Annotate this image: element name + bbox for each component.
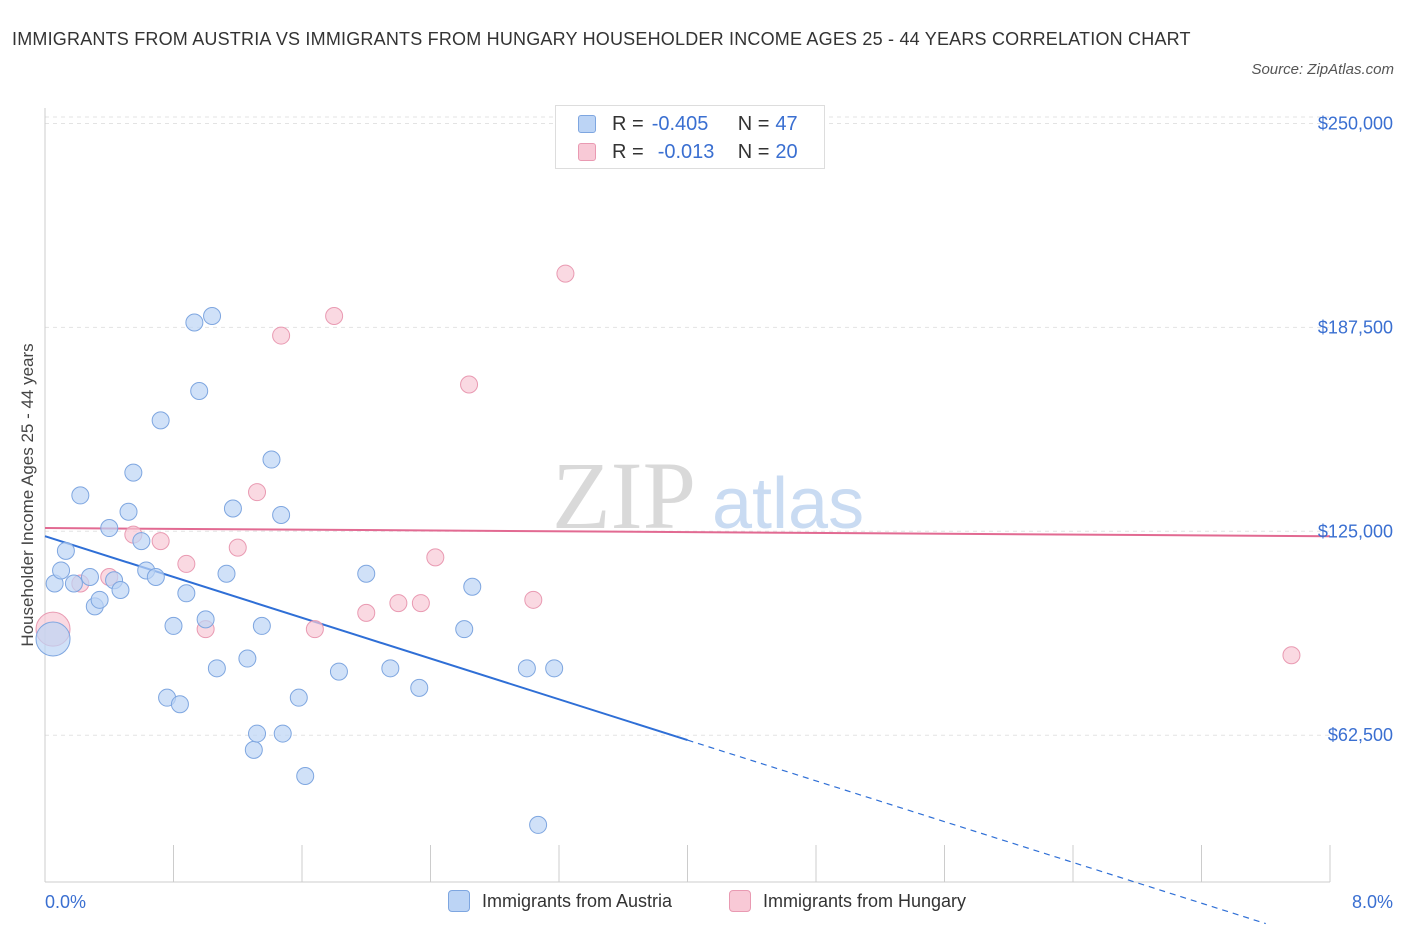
austria-point <box>111 581 130 600</box>
legend-n-value: 47 <box>775 112 798 135</box>
hungary-point <box>228 538 247 557</box>
austria-point <box>80 567 99 586</box>
legend-r-value: -0.013 <box>657 140 715 163</box>
austria-point <box>146 567 165 586</box>
hungary-point <box>426 548 445 567</box>
hungary-point <box>305 620 324 639</box>
austria-point <box>52 561 71 580</box>
austria-legend-swatch <box>448 890 470 912</box>
legend-row-austria: R = -0.405 N = 47 <box>578 110 798 138</box>
austria-point <box>207 659 226 678</box>
austria-point <box>196 610 215 629</box>
austria-point <box>185 313 204 332</box>
austria-point <box>273 724 292 743</box>
austria-point <box>119 502 138 521</box>
austria-swatch <box>578 115 596 133</box>
austria-point <box>244 740 263 759</box>
hungary-swatch <box>578 143 596 161</box>
x-tick-label: 0.0% <box>45 892 86 912</box>
legend-n-label: N = <box>737 140 770 163</box>
austria-point <box>272 505 291 524</box>
legend-austria-label: Immigrants from Austria <box>482 890 673 911</box>
austria-point <box>151 411 170 430</box>
hungary-point <box>151 532 170 551</box>
austria-point <box>132 532 151 551</box>
legend-r-label: R = <box>612 112 644 135</box>
legend-r-value: -0.405 <box>651 112 709 135</box>
watermark-atlas: atlas <box>712 464 864 544</box>
austria-point <box>329 662 348 681</box>
hungary-point <box>325 306 344 325</box>
legend-item-hungary[interactable]: Immigrants from Hungary <box>729 890 966 912</box>
hungary-point <box>556 264 575 283</box>
hungary-legend-swatch <box>729 890 751 912</box>
austria-point <box>64 574 83 593</box>
austria-point <box>463 577 482 596</box>
grid-lines <box>45 116 1330 736</box>
austria-point <box>289 688 308 707</box>
austria-point <box>164 616 183 635</box>
austria-point <box>170 695 189 714</box>
austria-point <box>455 620 474 639</box>
austria-point <box>190 382 209 401</box>
hungary-point <box>389 594 408 613</box>
austria-point <box>35 621 71 657</box>
data-points <box>35 264 1301 834</box>
austria-point <box>203 306 222 325</box>
y-axis-label: Householder Income Ages 25 - 44 years <box>18 343 37 647</box>
austria-trend-extension <box>687 739 1266 925</box>
x-tick-label: 8.0% <box>1352 892 1393 912</box>
y-tick-label: $62,500 <box>1328 725 1393 745</box>
hungary-point <box>177 554 196 573</box>
series-legend: Immigrants from Austria Immigrants from … <box>0 890 1406 916</box>
legend-row-hungary: R = -0.013 N = 20 <box>578 138 798 166</box>
austria-point <box>100 519 119 538</box>
legend-n-label: N = <box>737 112 770 135</box>
austria-point <box>238 649 257 668</box>
austria-point <box>90 590 109 609</box>
tick-labels: $62,500 $125,000 $187,500 $250,000 0.0% 8.0% <box>45 114 1393 912</box>
austria-point <box>529 815 548 834</box>
hungary-point <box>357 603 376 622</box>
austria-point <box>56 541 75 560</box>
austria-point <box>223 499 242 518</box>
austria-point <box>124 463 143 482</box>
legend-item-austria[interactable]: Immigrants from Austria <box>448 890 672 912</box>
austria-point <box>410 678 429 697</box>
austria-point <box>217 564 236 583</box>
austria-point <box>357 564 376 583</box>
hungary-trend-line <box>44 527 1331 538</box>
austria-point <box>296 766 315 785</box>
austria-point <box>252 616 271 635</box>
austria-point <box>248 724 267 743</box>
y-tick-label: $187,500 <box>1318 317 1393 337</box>
austria-point <box>71 486 90 505</box>
hungary-point <box>248 483 267 502</box>
legend-n-value: 20 <box>775 140 798 163</box>
y-tick-label: $250,000 <box>1318 114 1393 134</box>
legend-r-label: R = <box>612 140 644 163</box>
correlation-legend: R = -0.405 N = 47 R = -0.013 N = 20 <box>555 105 825 169</box>
austria-point <box>381 659 400 678</box>
hungary-point <box>272 326 291 345</box>
hungary-point <box>460 375 479 394</box>
hungary-point <box>411 594 430 613</box>
y-tick-label: $125,000 <box>1318 521 1393 541</box>
source-text: Source: ZipAtlas.com <box>1251 61 1394 78</box>
axes <box>44 108 1331 883</box>
austria-point <box>177 584 196 603</box>
legend-hungary-label: Immigrants from Hungary <box>763 890 967 911</box>
austria-point <box>262 450 281 469</box>
austria-point <box>517 659 536 678</box>
chart-title: IMMIGRANTS FROM AUSTRIA VS IMMIGRANTS FR… <box>12 29 1191 49</box>
austria-point <box>545 659 564 678</box>
hungary-point <box>524 590 543 609</box>
hungary-point <box>1282 646 1301 665</box>
